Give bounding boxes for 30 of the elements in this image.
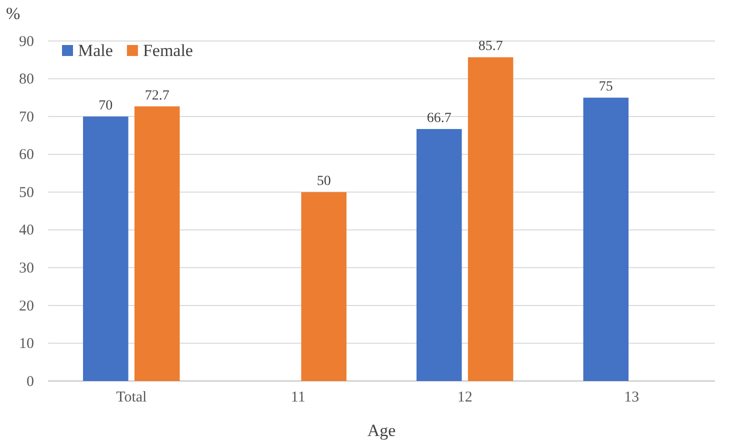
bar	[83, 116, 128, 381]
data-label: 75	[598, 80, 613, 95]
y-tick-label: 20	[19, 298, 34, 314]
bar	[468, 57, 514, 381]
data-label: 72.7	[144, 88, 170, 104]
legend-label: Female	[142, 41, 193, 60]
data-label: 70	[98, 98, 113, 114]
y-tick-label: 10	[19, 336, 34, 352]
y-tick-label: 30	[19, 260, 34, 276]
bar	[416, 129, 462, 381]
y-tick-label: 60	[19, 147, 34, 164]
x-axis-title: Age	[367, 421, 396, 440]
y-axis-title: %	[6, 4, 20, 23]
x-tick-label: 13	[624, 390, 640, 406]
data-label: 85.7	[478, 39, 503, 54]
bar	[583, 98, 629, 381]
y-tick-label: 90	[19, 34, 34, 50]
y-tick-label: 80	[19, 72, 34, 88]
x-tick-label: 12	[457, 390, 472, 406]
x-tick-label: 11	[290, 390, 306, 406]
y-tick-label: 40	[19, 222, 34, 239]
bar	[134, 106, 180, 381]
x-tick-label: Total	[116, 390, 147, 406]
y-tick-label: 0	[26, 374, 34, 390]
legend-label: Male	[78, 41, 113, 60]
data-label: 66.7	[426, 111, 452, 126]
y-tick-label: 70	[19, 109, 34, 126]
data-label: 50	[316, 174, 331, 190]
bar	[301, 192, 346, 381]
y-tick-label: 50	[19, 184, 34, 201]
